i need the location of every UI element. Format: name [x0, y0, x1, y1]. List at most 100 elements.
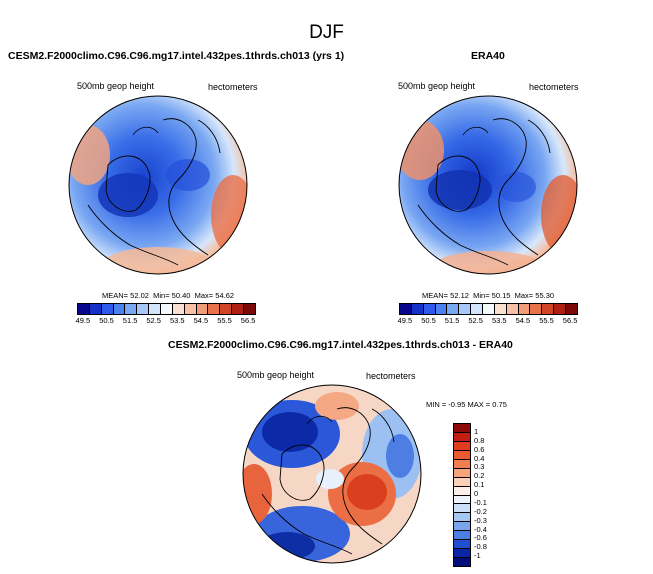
- colorbar-tick-label: 0: [474, 489, 479, 498]
- panel-2-max: 55.30: [535, 291, 555, 300]
- colorbar-swatch: [137, 304, 150, 314]
- colorbar-swatch: [78, 304, 90, 314]
- colorbar-swatch: [411, 304, 424, 314]
- colorbar-tick-label: 0.1: [474, 480, 485, 490]
- colorbar-swatch: [454, 450, 470, 460]
- panel-3-minmax: MIN = -0.95 MAX = 0.75: [426, 400, 507, 409]
- panel-1-map: [68, 95, 248, 275]
- colorbar-swatch: [494, 304, 507, 314]
- panel-1-units: hectometers: [208, 82, 258, 92]
- page-title: DJF: [309, 22, 344, 43]
- colorbar-swatch: [530, 304, 543, 314]
- panel-2-mean: 52.12: [450, 291, 469, 300]
- colorbar-tick-label: -0.6: [474, 533, 487, 543]
- colorbar-tick-label: -0.8: [474, 542, 487, 552]
- colorbar-swatch: [172, 304, 185, 314]
- colorbar-swatch: [454, 459, 470, 469]
- colorbar-swatch: [454, 432, 470, 442]
- colorbar-swatch: [454, 486, 470, 496]
- panel-3-title: CESM2.F2000climo.C96.C96.mg17.intel.432p…: [168, 339, 513, 351]
- colorbar-tick-label: 1: [474, 426, 479, 436]
- panel-2-min: 50.15: [491, 291, 511, 300]
- colorbar-tick-label: 50.5: [421, 316, 436, 325]
- colorbar-tick-label: 0.2: [474, 471, 485, 481]
- colorbar-tick-label: 52.5: [468, 316, 483, 325]
- panel-2-map: [398, 95, 578, 275]
- panel-1-field: 500mb geop height: [77, 81, 155, 91]
- panel-3-field: 500mb geop height: [237, 370, 315, 380]
- panel-2-mean-label: MEAN=: [422, 291, 449, 300]
- colorbar-swatch: [542, 304, 555, 314]
- colorbar-swatch: [454, 531, 470, 541]
- panel-2-field: 500mb geop height: [398, 81, 476, 91]
- panel-1-mean: 52.02: [130, 291, 149, 300]
- colorbar-swatch: [208, 304, 221, 314]
- colorbar-swatch: [454, 558, 470, 566]
- colorbar-tick-label: 56.5: [562, 316, 578, 325]
- colorbar-swatch: [232, 304, 245, 314]
- panel-1-title: CESM2.F2000climo.C96.C96.mg17.intel.432p…: [8, 50, 345, 62]
- colorbar-tick-label: 51.5: [444, 316, 460, 325]
- panel-1-max-label: Max=: [194, 291, 214, 300]
- colorbar-swatch: [149, 304, 162, 314]
- colorbar-swatch: [447, 304, 460, 314]
- colorbar-swatch: [454, 522, 470, 532]
- colorbar-tick-label: -0.3: [474, 515, 487, 525]
- colorbar-tick-label: -0.2: [474, 506, 487, 516]
- colorbar-swatch: [196, 304, 209, 314]
- colorbar-swatch: [454, 441, 470, 451]
- panel-3-colorbar: [453, 423, 471, 567]
- colorbar-swatch: [101, 304, 114, 314]
- colorbar-tick-label: 55.5: [217, 316, 232, 325]
- colorbar-swatch: [454, 549, 470, 559]
- colorbar-tick-label: 56.5: [240, 316, 256, 325]
- colorbar-tick-label: 49.5: [75, 316, 91, 325]
- panel-3-map: [242, 384, 422, 564]
- colorbar-swatch: [454, 495, 470, 505]
- panel-2-units: hectometers: [529, 82, 579, 92]
- colorbar-swatch: [89, 304, 102, 314]
- colorbar-swatch: [454, 540, 470, 550]
- colorbar-swatch: [400, 304, 412, 314]
- colorbar-swatch: [435, 304, 448, 314]
- colorbar-tick-label: 49.5: [397, 316, 413, 325]
- colorbar-swatch: [244, 304, 255, 314]
- colorbar-swatch: [220, 304, 233, 314]
- panel-1-min: 50.40: [171, 291, 191, 300]
- panel-2-min-label: Min=: [473, 291, 490, 300]
- panel-1-stats: MEAN= 52.02 Min= 50.40 Max= 54.62: [102, 291, 234, 300]
- colorbar-swatch: [125, 304, 138, 314]
- colorbar-tick-label: 52.5: [146, 316, 161, 325]
- colorbar-swatch: [566, 304, 577, 314]
- panel-3-units: hectometers: [366, 371, 416, 381]
- colorbar-tick-label: 55.5: [539, 316, 554, 325]
- panel-2-max-label: Max=: [514, 291, 534, 300]
- panel-2-title: ERA40: [471, 50, 505, 62]
- colorbar-tick-label: -0.4: [474, 524, 487, 534]
- colorbar-tick-label: 0.6: [474, 444, 485, 454]
- colorbar-swatch: [506, 304, 519, 314]
- colorbar-swatch: [161, 304, 173, 314]
- colorbar-tick-label: 51.5: [122, 316, 138, 325]
- colorbar-swatch: [454, 504, 470, 514]
- colorbar-tick-label: -0.1: [474, 497, 487, 507]
- colorbar-tick-label: 0.3: [474, 462, 485, 472]
- colorbar-swatch: [184, 304, 197, 314]
- panel-1-mean-label: MEAN=: [102, 291, 129, 300]
- colorbar-tick-label: -1: [474, 551, 481, 561]
- panel-1-colorbar: [77, 303, 256, 315]
- colorbar-swatch: [471, 304, 484, 314]
- colorbar-swatch: [518, 304, 531, 314]
- colorbar-swatch: [454, 513, 470, 523]
- colorbar-swatch: [113, 304, 126, 314]
- colorbar-swatch: [554, 304, 567, 314]
- panel-2-colorbar: [399, 303, 578, 315]
- panel-2-stats: MEAN= 52.12 Min= 50.15 Max= 55.30: [422, 291, 554, 300]
- colorbar-swatch: [459, 304, 472, 314]
- colorbar-swatch: [483, 304, 495, 314]
- panel-1-min-label: Min=: [153, 291, 170, 300]
- panel-1-max: 54.62: [215, 291, 235, 300]
- colorbar-tick-label: 53.5: [491, 316, 507, 325]
- colorbar-tick-label: 53.5: [169, 316, 185, 325]
